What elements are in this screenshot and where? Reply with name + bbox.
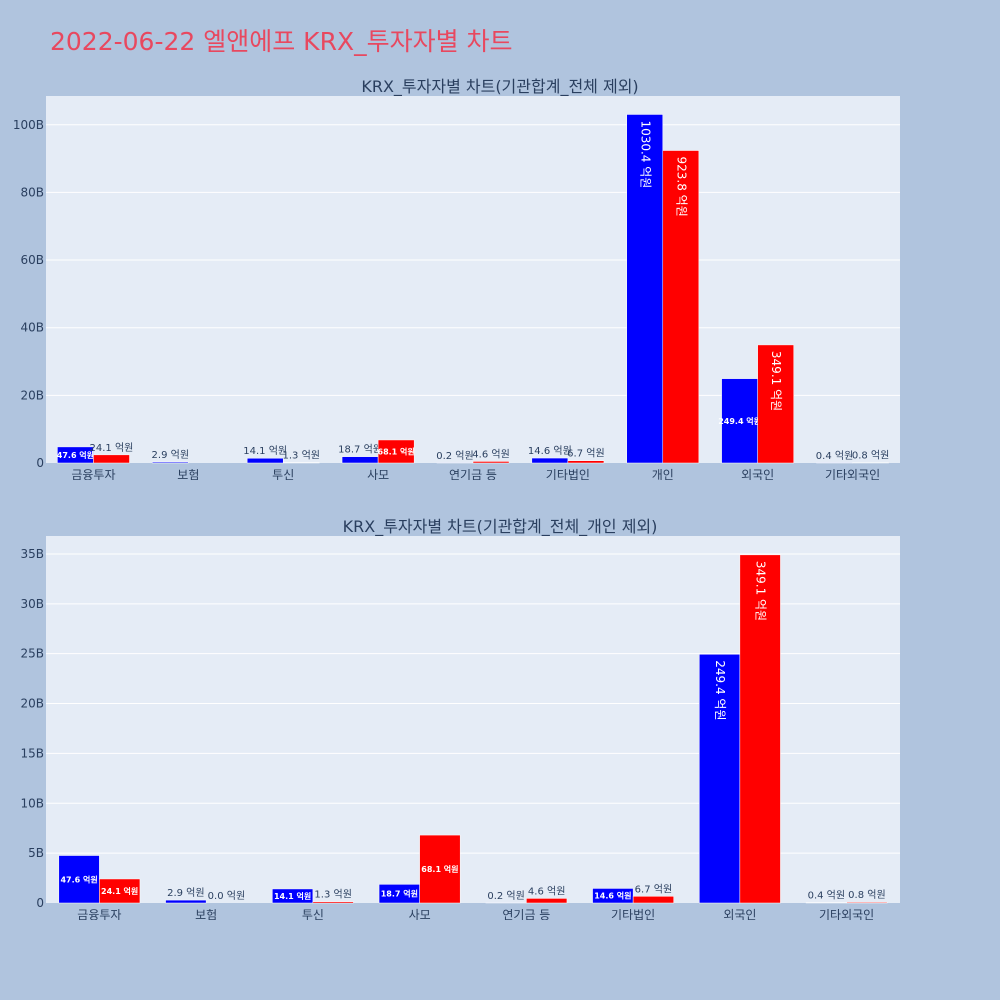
bar-data-label: 14.6 억원 [594,891,631,901]
bar [739,554,781,904]
bar-data-label: 1030.4 억원 [638,120,652,188]
bar-data-label: 14.1 억원 [243,445,287,457]
x-tick-label: 연기금 등 [502,908,550,920]
bar-data-label: 249.4 억원 [718,416,761,426]
bar [272,888,314,904]
bar-data-label: 47.6 억원 [60,874,97,884]
x-tick-label: 사모 [409,908,431,920]
bar [377,439,415,464]
bar [93,454,130,464]
bar-data-label: 349.1 억원 [769,351,783,411]
y-tick-label: 40B [20,321,44,335]
y-tick-label: 0 [36,896,44,910]
bar-data-label: 6.7 억원 [635,883,672,895]
x-tick-label: 투신 [272,468,294,480]
x-tick-label: 보험 [177,468,199,480]
bar-data-label: 923.8 억원 [674,157,688,217]
bar [699,654,741,904]
x-tick-label: 기타법인 [546,468,590,480]
bar [246,457,284,464]
bar-data-label: 0.4 억원 [808,890,845,902]
bar [567,460,605,464]
bar-data-label: 4.6 억원 [472,448,509,460]
x-tick-label: 외국인 [723,908,756,920]
x-tick-label: 기타외국인 [819,908,874,920]
bar [526,898,568,904]
bar-data-label: 2.9 억원 [167,887,204,899]
bar-data-label: 0.2 억원 [436,450,473,462]
bar-data-label: 1.3 억원 [314,889,351,901]
bar [632,896,674,904]
bar [419,834,461,904]
bar [152,461,189,464]
x-tick-label: 투신 [302,908,324,920]
bar-data-label: 18.7 억원 [338,444,382,456]
bar [757,344,794,464]
bar-data-label: 24.1 억원 [90,442,134,454]
bar-data-label: 68.1 억원 [421,864,458,874]
bar [592,888,634,904]
bar-data-label: 0.4 억원 [816,450,853,462]
bar-data-label: 349.1 억원 [754,561,768,621]
x-tick-label: 외국인 [741,468,774,480]
bar [472,461,510,464]
bar-data-label: 2.9 억원 [152,449,189,461]
y-tick-label: 35B [20,547,44,561]
bar-data-label: 18.7 억원 [381,889,418,899]
bar-data-label: 6.7 억원 [567,448,604,460]
bar-data-label: 0.8 억원 [848,889,885,901]
y-tick-label: 20B [20,388,44,402]
x-tick-label: 보험 [195,908,217,920]
bar-data-label: 249.4 억원 [713,660,727,720]
y-tick-label: 20B [20,697,44,711]
bar [165,899,207,904]
x-tick-label: 금융투자 [71,468,115,480]
bar-data-label: 1.3 억원 [283,450,320,462]
bar-data-label: 0.2 억원 [487,890,524,902]
bar-data-label: 0.0 억원 [208,890,245,902]
y-tick-label: 80B [20,185,44,199]
x-tick-label: 연기금 등 [449,468,497,480]
bar-data-label: 24.1 억원 [101,886,138,896]
y-tick-label: 0 [36,456,44,470]
bar [531,457,569,464]
y-tick-label: 15B [20,746,44,760]
x-tick-label: 기타법인 [611,908,655,920]
chart-without-institution-total-and-individual: KRX_투자자별 차트(기관합계_전체_개인 제외) 0 5B 10B 15B 20B 25… [20,517,900,920]
bar-data-label: 14.1 억원 [274,891,311,901]
bar [721,378,758,464]
bar [662,150,700,464]
x-tick-label: 개인 [652,468,674,480]
bar [846,901,888,904]
y-tick-label: 100B [13,118,44,132]
bar-data-label: 14.6 억원 [528,445,572,457]
bar-data-label: 4.6 억원 [528,885,565,897]
bar-data-label: 0.8 억원 [852,450,889,462]
bar-data-label: 68.1 억원 [378,446,415,456]
bar [99,878,141,904]
page-title: 2022-06-22 엘앤에프 KRX_투자자별 차트 [50,27,513,56]
bar [341,456,379,464]
x-tick-label: 금융투자 [77,908,121,920]
x-tick-label: 사모 [367,468,389,480]
y-tick-label: 5B [28,846,44,860]
bar [312,901,354,904]
y-tick-label: 60B [20,253,44,267]
chart-title: KRX_투자자별 차트(기관합계_전체_개인 제외) [343,517,658,537]
bar-data-label: 47.6 억원 [57,450,94,460]
chart-title: KRX_투자자별 차트(기관합계_전체 제외) [361,77,638,97]
y-tick-label: 10B [20,796,44,810]
y-tick-label: 25B [20,647,44,661]
x-tick-label: 기타외국인 [825,468,880,480]
y-tick-label: 30B [20,597,44,611]
chart-without-institution-total: KRX_투자자별 차트(기관합계_전체 제외) 0 20B 40B 60B 80B 100B… [13,77,900,480]
